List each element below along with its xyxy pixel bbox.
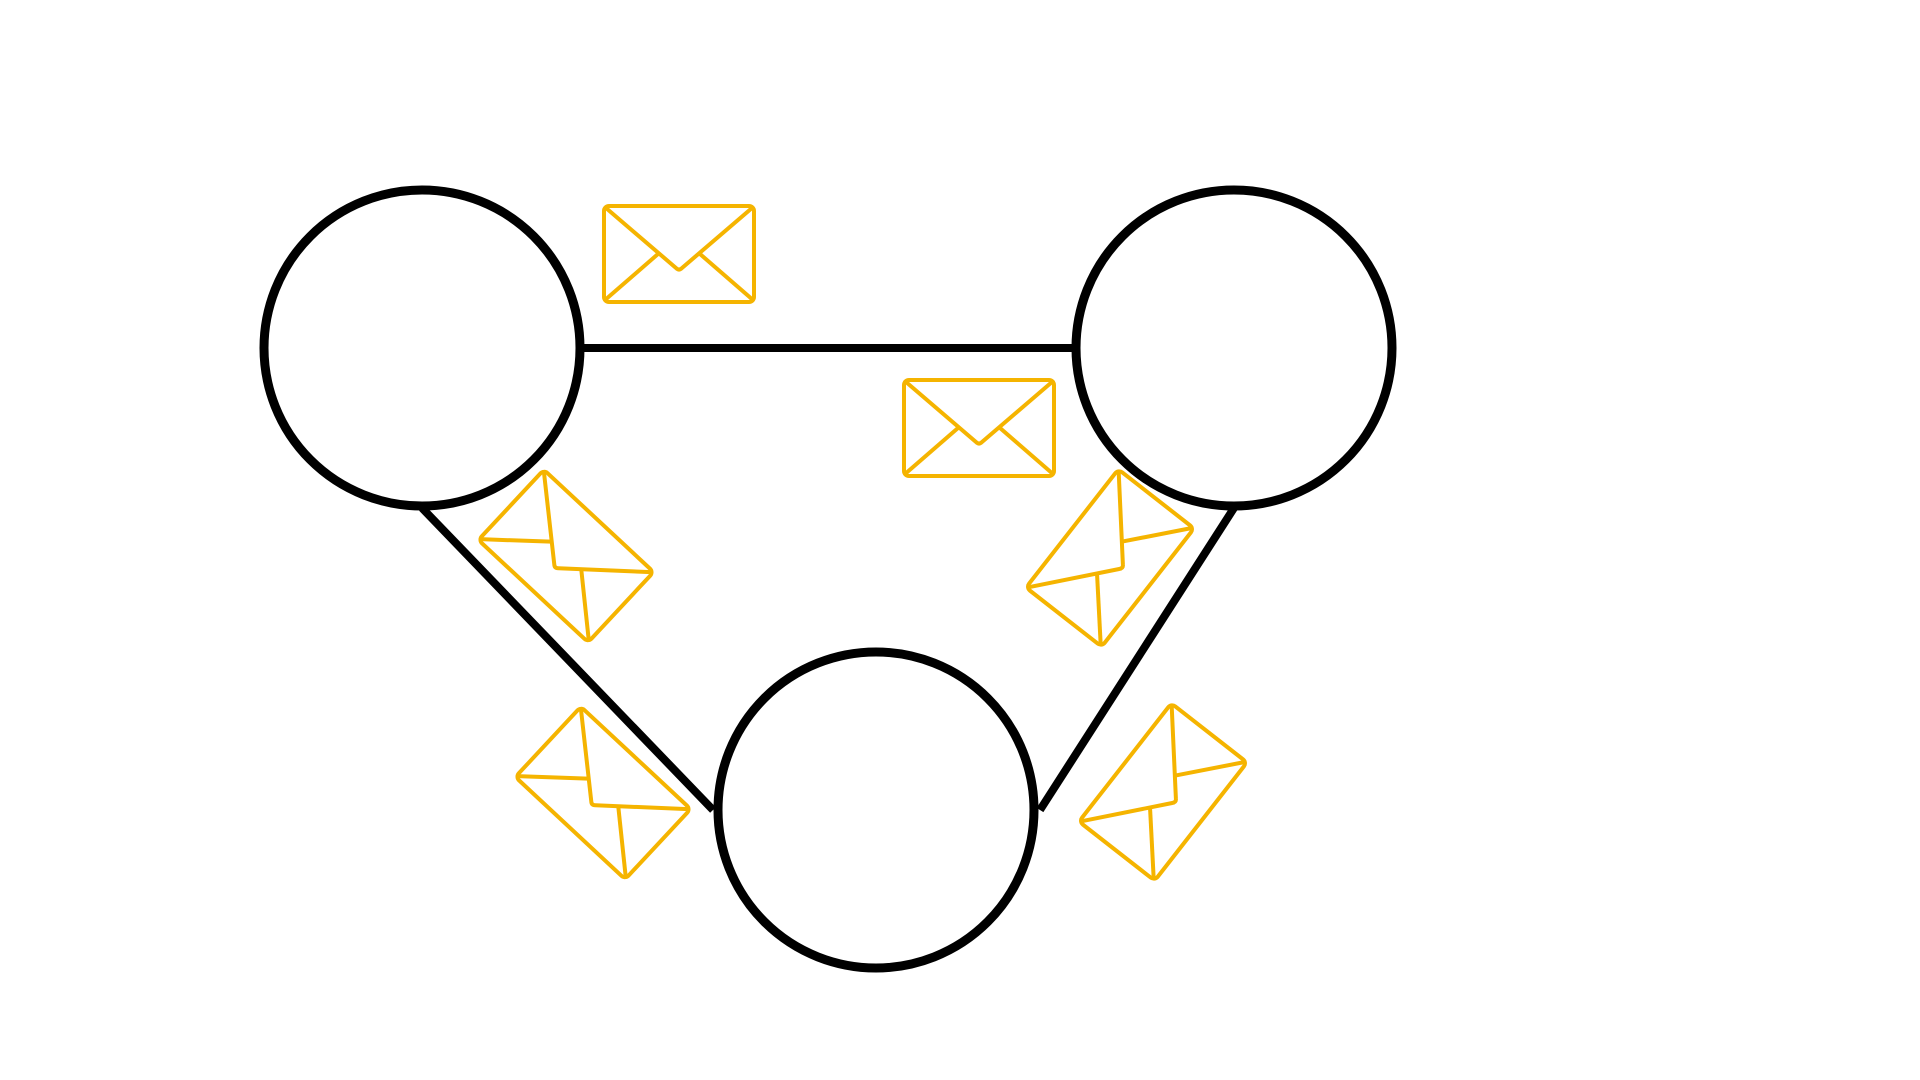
edge-top-left-bottom xyxy=(419,505,716,813)
node-top-left xyxy=(259,185,585,511)
envelope-icon xyxy=(602,204,756,304)
envelope-icon xyxy=(1077,701,1249,883)
envelope-icon xyxy=(513,704,693,882)
envelope-icon xyxy=(476,467,656,645)
node-top-right xyxy=(1071,185,1397,511)
nodes xyxy=(259,185,1397,973)
edges xyxy=(419,344,1238,813)
envelope-icon xyxy=(902,378,1056,478)
edge-top-right-bottom xyxy=(1036,505,1238,813)
node-bottom xyxy=(713,647,1039,973)
